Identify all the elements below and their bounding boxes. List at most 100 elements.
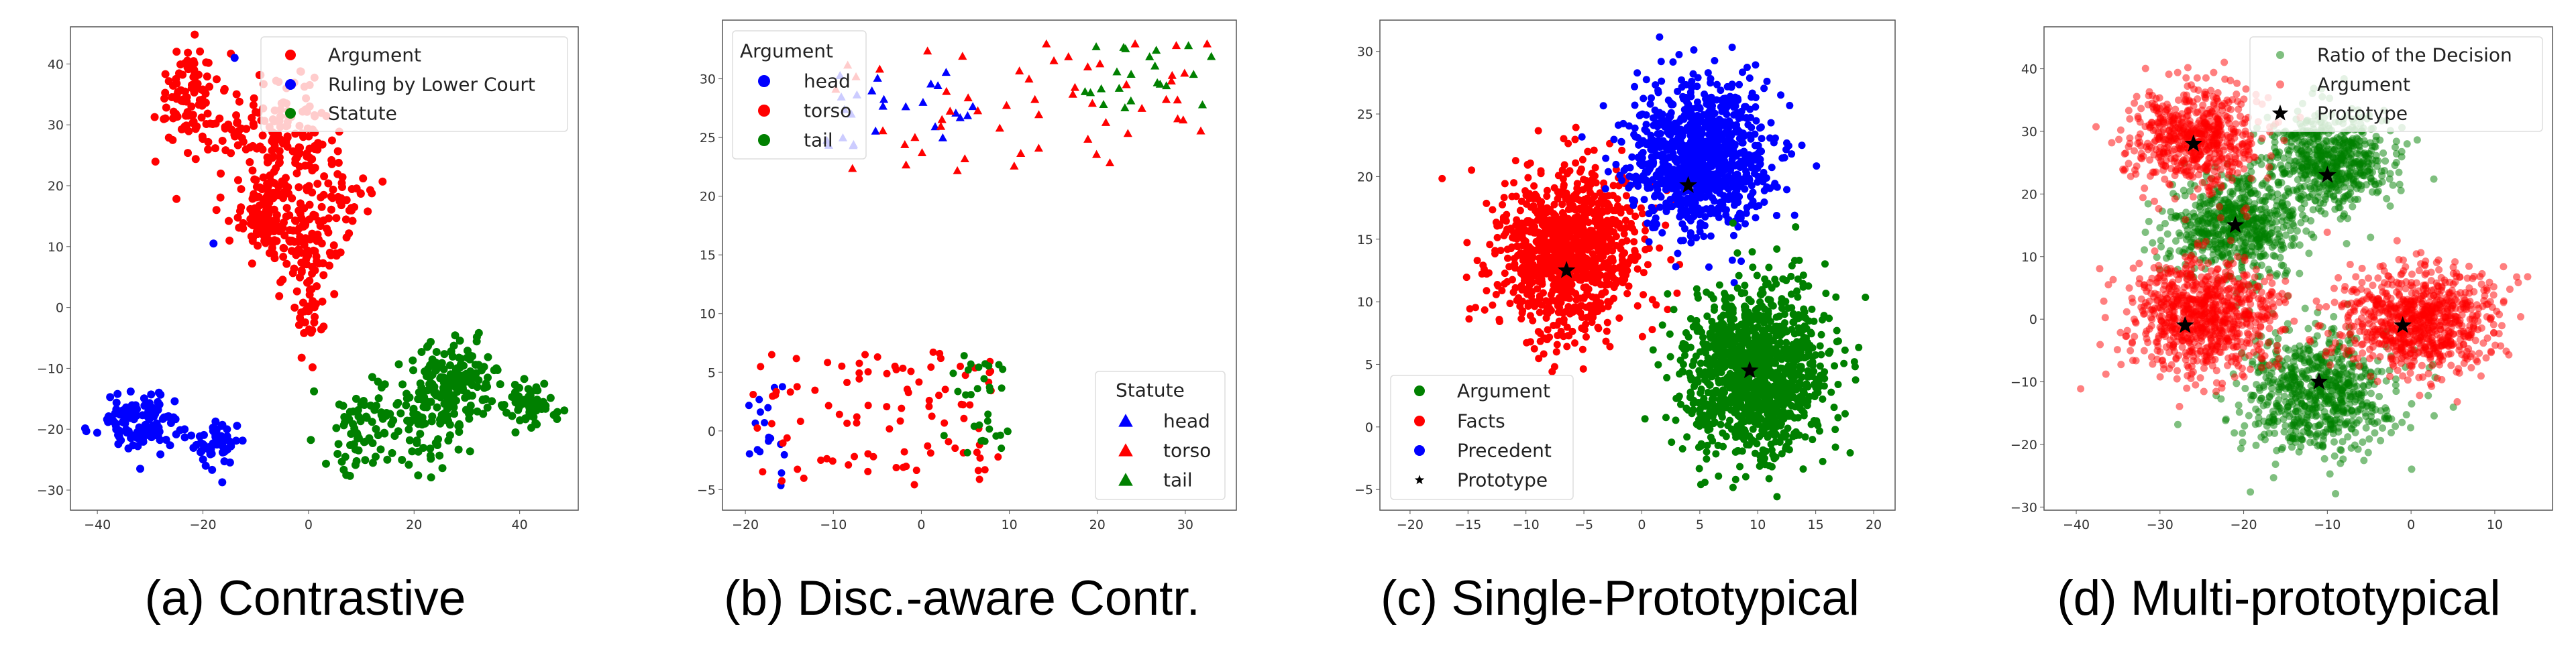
- data-point: [1789, 310, 1797, 318]
- plot-area: [80, 30, 569, 487]
- data-point: [794, 465, 802, 473]
- data-point: [540, 379, 549, 388]
- data-point: [1664, 290, 1672, 298]
- data-point: [1748, 405, 1756, 413]
- data-point: [1576, 309, 1585, 317]
- data-point: [1693, 133, 1701, 141]
- data-point: [308, 188, 317, 197]
- data-point: [1584, 271, 1592, 279]
- data-point: [405, 461, 413, 469]
- data-point: [954, 387, 962, 396]
- data-point: [1711, 359, 1719, 367]
- data-point: [1523, 339, 1531, 347]
- data-point: [1688, 121, 1696, 129]
- data-point: [394, 360, 403, 369]
- data-point: [873, 353, 881, 361]
- data-point: [216, 193, 225, 202]
- data-point: [1676, 400, 1684, 408]
- data-point: [315, 217, 323, 226]
- data-point: [1658, 142, 1666, 150]
- data-point: [212, 75, 221, 84]
- data-point: [209, 440, 217, 448]
- y-tick-label: 20: [1357, 170, 1373, 184]
- data-point: [533, 386, 542, 395]
- data-point: [366, 186, 374, 194]
- data-point: [1767, 300, 1775, 308]
- data-point: [394, 399, 402, 408]
- data-point: [974, 467, 982, 475]
- data-point: [311, 312, 319, 321]
- data-point: [1782, 339, 1790, 347]
- data-point: [529, 413, 538, 422]
- data-point: [466, 408, 475, 416]
- data-point: [1794, 314, 1803, 322]
- data-point: [218, 478, 227, 487]
- y-tick-label: 30: [1357, 45, 1373, 60]
- data-point: [176, 426, 184, 434]
- y-tick-label: 5: [1365, 357, 1373, 372]
- data-point: [211, 144, 219, 153]
- data-point: [1697, 151, 1705, 159]
- data-point: [198, 95, 207, 104]
- data-point: [1696, 160, 1704, 168]
- data-point: [270, 141, 279, 150]
- data-point: [223, 432, 231, 440]
- data-point: [1705, 145, 1713, 153]
- data-point: [307, 436, 315, 444]
- data-point: [1016, 149, 1026, 158]
- data-point: [1666, 353, 1674, 361]
- data-point: [935, 392, 943, 400]
- data-point: [340, 418, 349, 427]
- data-point: [1782, 328, 1790, 336]
- data-point: [1851, 363, 1859, 371]
- data-point: [1736, 463, 1744, 471]
- data-point: [333, 147, 342, 156]
- data-point: [172, 74, 180, 83]
- data-point: [817, 456, 825, 464]
- data-point: [1746, 153, 1754, 161]
- data-point: [1736, 112, 1744, 120]
- data-point: [327, 192, 335, 201]
- legend-title: Statute: [1116, 379, 1185, 402]
- data-point: [1623, 290, 1631, 298]
- data-point: [1686, 393, 1695, 401]
- data-point: [432, 348, 441, 357]
- data-point: [2217, 395, 2225, 403]
- data-point: [1754, 354, 1762, 362]
- data-point: [93, 428, 101, 437]
- data-point: [1752, 324, 1760, 332]
- data-point: [1617, 138, 1625, 146]
- data-point: [1568, 288, 1576, 296]
- x-tick-label: 30: [1177, 518, 1193, 532]
- data-point: [1161, 95, 1171, 103]
- data-point: [294, 150, 303, 159]
- axes-frame: [722, 19, 1237, 511]
- data-point: [239, 219, 248, 227]
- data-point: [1747, 160, 1755, 168]
- data-point: [1603, 276, 1611, 284]
- data-point: [285, 236, 294, 245]
- data-point: [926, 449, 934, 457]
- data-point: [933, 81, 943, 89]
- data-point: [962, 391, 970, 399]
- data-point: [1438, 174, 1446, 182]
- data-point: [249, 101, 258, 109]
- data-point: [233, 422, 241, 430]
- data-point: [1731, 373, 1739, 381]
- data-point: [294, 320, 303, 329]
- data-point: [199, 135, 207, 143]
- data-point: [461, 394, 470, 402]
- data-point: [313, 180, 322, 188]
- data-point: [1706, 127, 1714, 135]
- data-point: [1483, 287, 1491, 295]
- data-point: [318, 297, 327, 306]
- data-point: [1705, 154, 1713, 162]
- data-point: [1782, 298, 1790, 306]
- data-point: [1725, 145, 1733, 154]
- data-point: [114, 440, 123, 448]
- data-point: [1518, 309, 1526, 317]
- data-point: [1526, 312, 1534, 320]
- data-point: [382, 409, 391, 418]
- data-point: [964, 366, 972, 374]
- data-point: [1513, 251, 1521, 259]
